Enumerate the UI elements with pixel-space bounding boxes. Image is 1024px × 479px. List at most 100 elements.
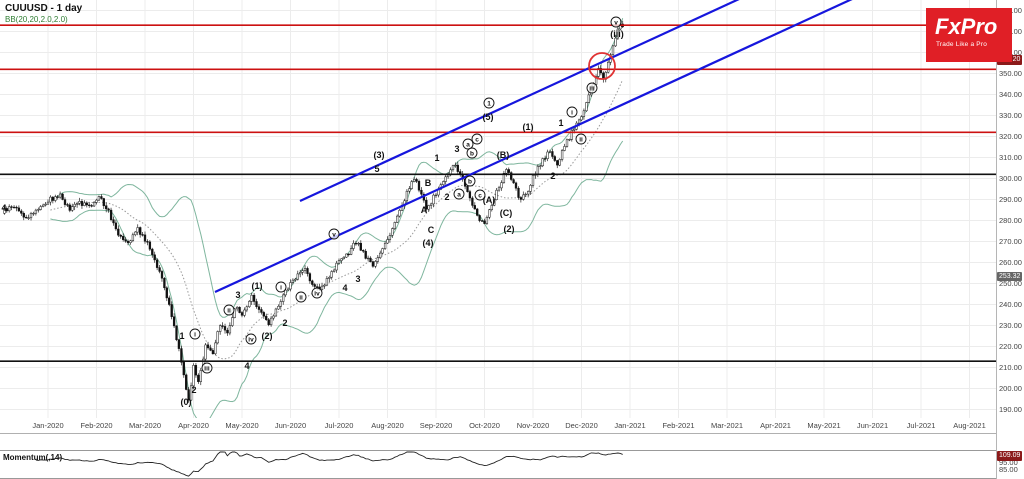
svg-text:B: B — [425, 178, 432, 188]
time-axis-label: Jun-2020 — [274, 421, 307, 430]
time-axis-label: Jul-2020 — [324, 421, 354, 430]
price-axis-badge: 253.32 — [997, 271, 1023, 282]
svg-text:ii: ii — [579, 136, 583, 143]
svg-text:iii: iii — [204, 365, 210, 372]
horizontal-lines — [0, 24, 996, 363]
price-axis-label: 190.00 — [999, 404, 1022, 414]
time-axis-label: Mar-2021 — [710, 421, 744, 430]
grid — [0, 0, 996, 418]
price-axis-label: 350.00 — [999, 68, 1022, 78]
svg-text:(1): (1) — [523, 122, 534, 132]
svg-text:(A): (A) — [483, 195, 496, 205]
price-axis-label: 340.00 — [999, 89, 1022, 99]
momentum-indicator-label: Momentum(,14) — [3, 453, 63, 462]
svg-text:4: 4 — [244, 361, 249, 371]
time-axis-label: Nov-2020 — [516, 421, 550, 430]
fxpro-logo-text: FxPro — [935, 14, 998, 39]
momentum-svg[interactable] — [0, 451, 996, 478]
svg-text:a: a — [457, 191, 461, 198]
svg-text:1: 1 — [558, 118, 563, 128]
price-axis-label: 210.00 — [999, 362, 1022, 372]
svg-text:4: 4 — [1, 203, 6, 213]
svg-text:(iii): (iii) — [610, 29, 624, 39]
svg-text:i: i — [280, 284, 282, 291]
price-axis-label: 280.00 — [999, 215, 1022, 225]
time-axis-label: Jan-2021 — [614, 421, 646, 430]
svg-text:(5): (5) — [483, 112, 494, 122]
svg-text:(2): (2) — [504, 224, 515, 234]
svg-text:(1): (1) — [252, 281, 263, 291]
time-axis-label: Apr-2021 — [760, 421, 791, 430]
fxpro-logo: FxPro Trade Like a Pro — [926, 8, 1012, 62]
price-axis-label: 220.00 — [999, 341, 1022, 351]
time-axis-label: Jul-2021 — [906, 421, 936, 430]
price-axis-label: 250.00 — [999, 278, 1022, 288]
time-axis-label: Sep-2020 — [419, 421, 453, 430]
price-axis[interactable]: 380.00370.00360.00350.00340.00330.00320.… — [996, 0, 1024, 479]
time-axis-label: Jan-2020 — [32, 421, 64, 430]
svg-text:2: 2 — [282, 318, 287, 328]
highlight-circle — [588, 52, 616, 80]
time-axis-label: Aug-2021 — [953, 421, 986, 430]
svg-text:1: 1 — [487, 100, 491, 107]
momentum-axis-label: 85.00 — [999, 464, 1018, 474]
svg-text:1: 1 — [434, 153, 439, 163]
price-axis-label: 290.00 — [999, 194, 1022, 204]
momentum-pane[interactable]: Momentum(,14) — [0, 450, 996, 479]
svg-text:C: C — [428, 225, 435, 235]
svg-text:(2): (2) — [262, 331, 273, 341]
price-axis-label: 200.00 — [999, 383, 1022, 393]
time-axis[interactable]: Jan-2020 Feb-2020 Mar-2020 Apr-2020 May-2020… — [0, 418, 996, 434]
time-axis-label: Aug-2020 — [371, 421, 404, 430]
price-axis-label: 330.00 — [999, 110, 1022, 120]
bollinger-bands — [50, 18, 624, 426]
price-axis-label: 310.00 — [999, 152, 1022, 162]
svg-text:v: v — [614, 19, 618, 26]
price-axis-label: 320.00 — [999, 131, 1022, 141]
price-chart-pane[interactable]: 4 (0) 2 1 i iii ii iv 3 (1) (2) 2 4 i ii iv v 4 3 (3) 5 1 3 a c b… — [0, 0, 996, 426]
svg-text:iv: iv — [248, 336, 254, 343]
svg-text:b: b — [468, 178, 472, 185]
price-axis-label: 230.00 — [999, 320, 1022, 330]
svg-text:(4): (4) — [423, 238, 434, 248]
svg-text:3: 3 — [235, 290, 240, 300]
svg-text:2: 2 — [444, 192, 449, 202]
time-axis-label: May-2020 — [225, 421, 259, 430]
time-axis-label: May-2021 — [807, 421, 841, 430]
svg-text:(C): (C) — [500, 208, 513, 218]
price-axis-label: 270.00 — [999, 236, 1022, 246]
svg-text:iii: iii — [589, 85, 595, 92]
svg-text:3: 3 — [454, 144, 459, 154]
svg-text:ii: ii — [227, 307, 231, 314]
time-axis-label: Mar-2020 — [128, 421, 162, 430]
price-axis-label: 260.00 — [999, 257, 1022, 267]
svg-text:(B): (B) — [497, 150, 510, 160]
svg-text:v: v — [332, 231, 336, 238]
candles — [3, 20, 624, 403]
time-axis-label: Apr-2020 — [178, 421, 209, 430]
momentum-axis-badge: 109.09 — [997, 451, 1023, 461]
svg-text:1: 1 — [179, 331, 184, 341]
svg-text:(0): (0) — [181, 397, 192, 407]
price-axis-label: 240.00 — [999, 299, 1022, 309]
fxpro-logo-tagline: Trade Like a Pro — [936, 41, 988, 48]
time-axis-label: Oct-2020 — [469, 421, 500, 430]
svg-text:c: c — [475, 136, 479, 143]
svg-text:2: 2 — [550, 171, 555, 181]
price-axis-label: 300.00 — [999, 173, 1022, 183]
time-axis-label: Feb-2021 — [662, 421, 695, 430]
momentum-axis-label: 95.00 — [999, 458, 1018, 468]
svg-text:A: A — [421, 205, 428, 215]
svg-text:i: i — [571, 109, 573, 116]
time-axis-label: Dec-2020 — [565, 421, 598, 430]
svg-text:iv: iv — [314, 290, 320, 297]
svg-text:5: 5 — [374, 164, 379, 174]
svg-text:ii: ii — [299, 294, 303, 301]
svg-text:2: 2 — [191, 385, 196, 395]
trend-channel — [214, 0, 853, 293]
time-axis-label: Jun-2021 — [856, 421, 889, 430]
svg-text:b: b — [470, 150, 474, 157]
